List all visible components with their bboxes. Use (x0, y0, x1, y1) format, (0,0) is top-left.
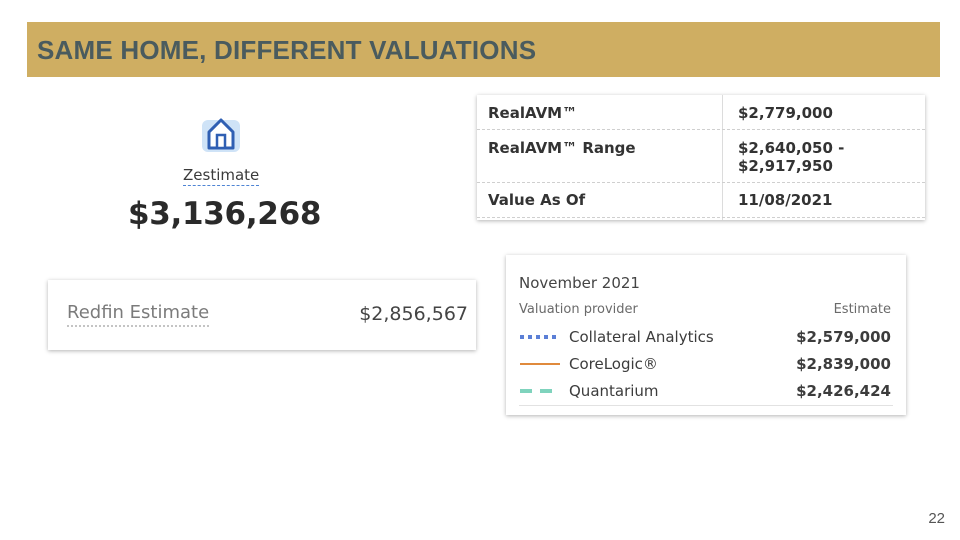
column-header-estimate: Estimate (833, 302, 891, 317)
realavm-table: RealAVM™ $2,779,000 RealAVM™ Range $2,64… (477, 95, 925, 220)
table-row: RealAVM™ $2,779,000 (477, 95, 925, 130)
house-icon (202, 118, 240, 152)
table-row-value: $2,640,050 - $2,917,950 (738, 139, 845, 175)
dashed-line-swatch (520, 389, 560, 393)
provider-estimate: $2,839,000 (796, 355, 891, 373)
column-header-provider: Valuation provider (519, 302, 638, 317)
redfin-estimate-label[interactable]: Redfin Estimate (67, 303, 210, 327)
provider-card-title: November 2021 (519, 274, 640, 292)
provider-name: CoreLogic® (569, 355, 658, 373)
table-row: RealAVM™ Range $2,640,050 - $2,917,950 (477, 129, 925, 183)
provider-name: Collateral Analytics (569, 328, 714, 346)
list-item: Collateral Analytics $2,579,000 (506, 328, 906, 350)
table-row-key: RealAVM™ (488, 104, 578, 122)
zestimate-label[interactable]: Zestimate (183, 166, 260, 186)
redfin-estimate-value: $2,856,567 (359, 303, 468, 325)
page-number: 22 (928, 510, 945, 527)
list-item: CoreLogic® $2,839,000 (506, 355, 906, 377)
table-row: Value As Of 11/08/2021 (477, 183, 925, 218)
zestimate-value: $3,136,268 (128, 196, 322, 232)
table-row-value: $2,779,000 (738, 104, 833, 122)
provider-name: Quantarium (569, 382, 659, 400)
dotted-line-swatch (520, 335, 560, 339)
solid-line-swatch (520, 363, 560, 365)
column-divider (722, 95, 723, 220)
valuation-provider-card: November 2021 Valuation provider Estimat… (506, 255, 906, 415)
list-item: Quantarium $2,426,424 (506, 382, 906, 404)
table-row-value: 11/08/2021 (738, 191, 833, 209)
provider-estimate: $2,426,424 (796, 382, 891, 400)
divider (519, 405, 893, 406)
redfin-estimate-card: Redfin Estimate $2,856,567 (48, 280, 476, 350)
title-bar: SAME HOME, DIFFERENT VALUATIONS (27, 22, 940, 77)
provider-estimate: $2,579,000 (796, 328, 891, 346)
slide-title: SAME HOME, DIFFERENT VALUATIONS (37, 35, 537, 65)
table-row-key: RealAVM™ Range (488, 139, 636, 157)
table-row-key: Value As Of (488, 191, 586, 209)
